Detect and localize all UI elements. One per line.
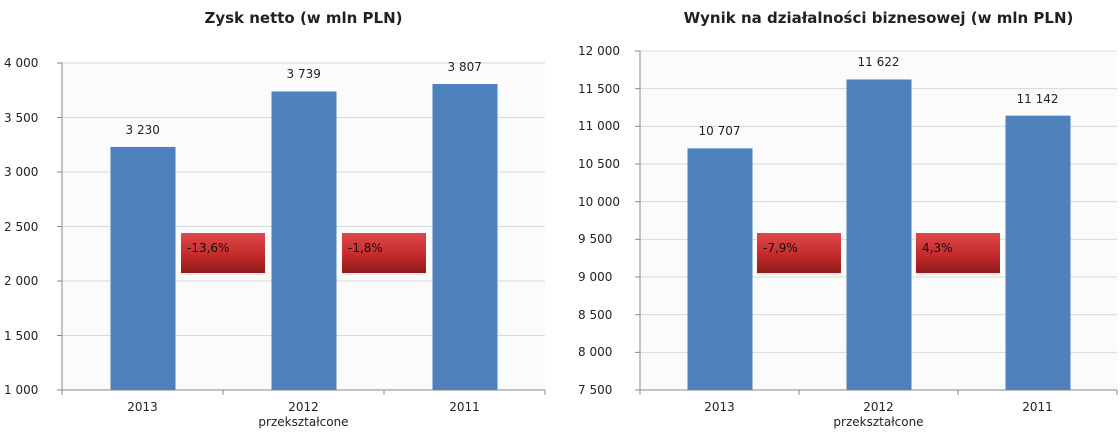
y-tick-label: 11 500: [578, 81, 620, 96]
value-label: 11 142: [1016, 91, 1059, 106]
change-annotation: -1,8%: [342, 233, 426, 275]
bar: [110, 146, 176, 390]
value-label: 11 622: [857, 55, 900, 70]
bar: [271, 91, 337, 390]
bar: [687, 148, 753, 390]
change-annotation: -7,9%: [757, 233, 841, 275]
y-tick-label: 8 000: [578, 345, 613, 360]
y-tick-label: 3 000: [4, 165, 39, 179]
y-tick-label: 1 000: [4, 383, 39, 397]
x-tick-label: 2012 przekształcone: [833, 400, 924, 429]
value-label: 3 739: [286, 67, 321, 82]
y-tick-label: 3 500: [4, 110, 39, 125]
y-tick-label: 10 500: [578, 157, 620, 171]
y-tick-label: 7 500: [578, 383, 613, 397]
value-label: 10 707: [698, 124, 741, 139]
x-tick-label: 2011: [1022, 400, 1053, 414]
x-tick-label: 2011: [449, 400, 480, 414]
x-tick-label: 2012 przekształcone: [258, 400, 349, 429]
bar: [846, 79, 912, 390]
bar: [432, 84, 498, 391]
change-annotation: 4,3%: [916, 233, 1000, 275]
y-tick-label: 2 000: [4, 274, 39, 288]
bar: [1005, 115, 1071, 391]
chart-title: Wynik na działalności biznesowej (w mln …: [683, 9, 1074, 27]
value-label: 3 807: [447, 60, 482, 75]
x-tick-label: 2013: [704, 400, 735, 414]
x-tick-label: 2013: [127, 400, 158, 414]
y-tick-label: 11 000: [578, 119, 620, 134]
value-label: 3 230: [125, 122, 160, 137]
y-tick-label: 8 500: [578, 307, 613, 322]
y-tick-label: 10 000: [578, 194, 620, 209]
y-tick-label: 1 500: [4, 328, 39, 343]
y-tick-label: 9 000: [578, 270, 613, 284]
y-tick-label: 4 000: [4, 56, 39, 70]
y-tick-label: 12 000: [578, 44, 620, 58]
y-tick-label: 2 500: [4, 219, 39, 234]
chart-title: Zysk netto (w mln PLN): [204, 9, 403, 27]
y-tick-label: 9 500: [578, 232, 613, 247]
change-annotation: -13,6%: [181, 233, 265, 275]
